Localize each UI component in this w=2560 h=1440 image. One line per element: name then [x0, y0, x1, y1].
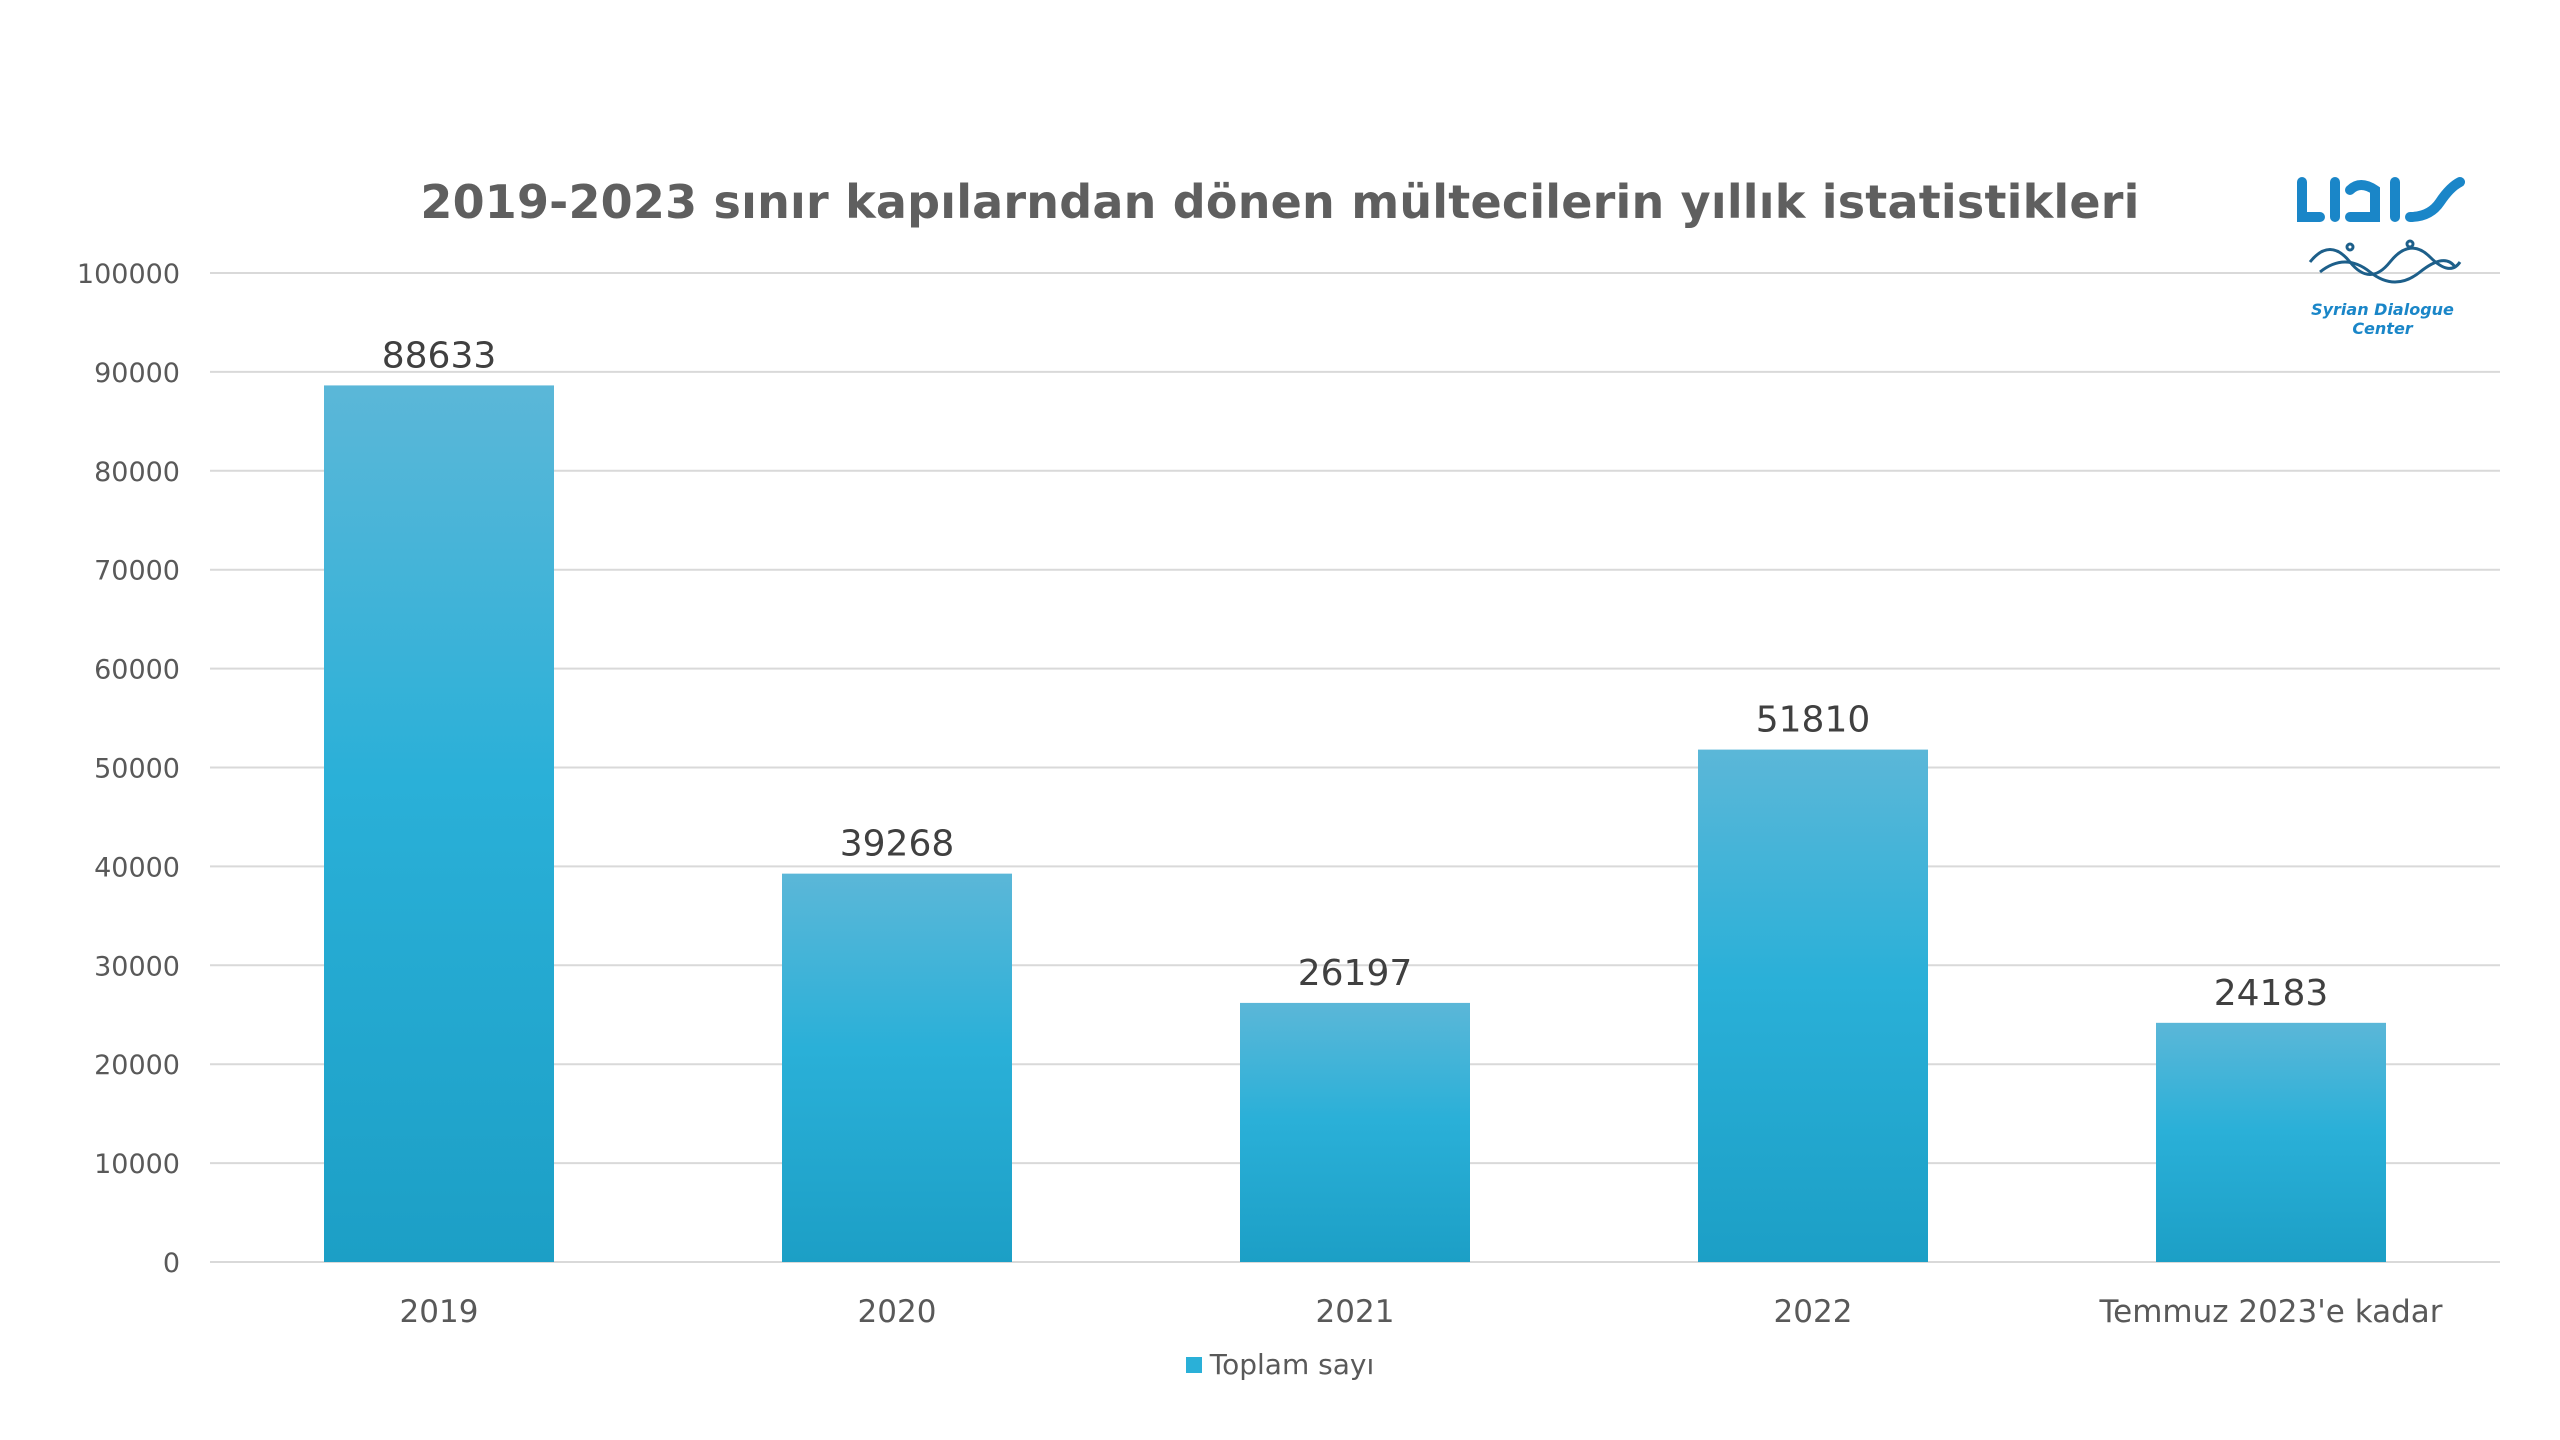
bar-1	[782, 873, 1012, 1262]
data-label-3: 51810	[1756, 700, 1871, 741]
legend-swatch	[1185, 1356, 1202, 1373]
y-tick-label: 30000	[94, 951, 180, 982]
data-label-4: 24183	[2214, 973, 2329, 1014]
data-label-0: 88633	[382, 335, 497, 376]
y-tick-label: 40000	[94, 852, 180, 883]
y-tick-label: 70000	[94, 556, 180, 587]
bar-3	[1698, 749, 1928, 1262]
legend-label: Toplam sayı	[1209, 1348, 1375, 1381]
y-tick-label: 60000	[94, 655, 180, 686]
logo-caption: Syrian Dialogue Center	[2311, 300, 2454, 338]
y-tick-label: 20000	[94, 1050, 180, 1081]
x-tick-label-0: 2019	[400, 1294, 479, 1330]
y-tick-label: 10000	[94, 1149, 180, 1180]
chart-title: 2019-2023 sınır kapılarndan dönen mültec…	[420, 175, 2140, 229]
data-label-2: 26197	[1298, 953, 1413, 994]
y-tick-label: 100000	[77, 259, 180, 290]
x-tick-label-2: 2021	[1316, 1294, 1395, 1330]
y-tick-label: 0	[163, 1248, 180, 1279]
bar-0	[324, 385, 554, 1262]
syrian-dialogue-center-logo-icon	[2297, 177, 2465, 284]
y-tick-label: 90000	[94, 358, 180, 389]
data-label-1: 39268	[840, 824, 955, 865]
y-tick-label: 50000	[94, 754, 180, 785]
bar-4	[2156, 1022, 2386, 1262]
chart-legend: Toplam sayı	[0, 1348, 2560, 1381]
x-tick-label-1: 2020	[858, 1294, 937, 1330]
y-tick-label: 80000	[94, 457, 180, 488]
x-tick-label-4: Temmuz 2023'e kadar	[2098, 1294, 2442, 1330]
bar-2	[1240, 1002, 1470, 1262]
x-tick-label-3: 2022	[1774, 1294, 1853, 1330]
